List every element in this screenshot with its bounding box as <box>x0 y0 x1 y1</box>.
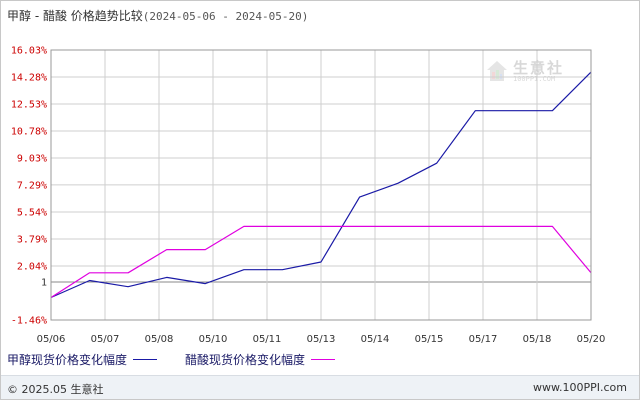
x-tick-label: 05/18 <box>523 334 552 345</box>
x-tick-label: 05/15 <box>415 334 444 345</box>
series-lines <box>50 71 592 299</box>
x-tick-label: 05/20 <box>577 334 606 345</box>
x-tick-label: 05/10 <box>199 334 228 345</box>
legend-swatch-acetic <box>311 359 336 360</box>
watermark: 生意社 100PPI.COM <box>483 57 583 87</box>
watermark-house-icon <box>487 61 507 81</box>
y-tick-label: 5.54% <box>17 207 47 218</box>
y-tick-label: 7.29% <box>17 180 47 191</box>
plot-border <box>50 49 592 321</box>
y-tick-label: 3.79% <box>17 234 47 245</box>
y-tick-label: 1 <box>41 278 47 289</box>
y-tick-label: 2.04% <box>17 261 47 272</box>
x-tick-label: 05/14 <box>361 334 390 345</box>
legend: 甲醇现货价格变化幅度 醋酸现货价格变化幅度 <box>7 351 363 368</box>
legend-item-methanol: 甲醇现货价格变化幅度 <box>7 351 158 368</box>
line-chart: 16.03% 14.28% 12.53% 10.78% 9.03% 7.29% 5.54% 3… <box>11 46 606 346</box>
y-tick-label: 12.53% <box>11 100 47 111</box>
footer-site-link[interactable]: www.100PPI.com <box>533 381 627 394</box>
x-tick-label: 05/07 <box>91 334 120 345</box>
legend-label-acetic: 醋酸现货价格变化幅度 <box>185 353 306 367</box>
x-tick-label: 05/08 <box>145 334 174 345</box>
footer-copyright: © 2025.05 生意社 <box>7 383 104 396</box>
y-tick-label: 9.03% <box>17 154 47 165</box>
legend-label-methanol: 甲醇现货价格变化幅度 <box>7 353 128 367</box>
y-tick-label: 14.28% <box>11 73 47 84</box>
watermark-url: 100PPI.COM <box>513 75 556 83</box>
x-tick-label: 05/17 <box>469 334 498 345</box>
footer-bar: © 2025.05 生意社 www.100PPI.com <box>1 375 639 399</box>
legend-swatch-methanol <box>133 359 158 360</box>
y-tick-label: 16.03% <box>11 46 47 57</box>
x-tick-label: 05/13 <box>307 334 336 345</box>
chart-title-range: (2024-05-06 - 2024-05-20) <box>142 10 309 23</box>
chart-title: 甲醇 - 醋酸 价格趋势比较(2024-05-06 - 2024-05-20) <box>7 7 308 24</box>
x-tick-label: 05/06 <box>37 334 66 345</box>
y-tick-label: 10.78% <box>11 127 47 138</box>
legend-item-acetic: 醋酸现货价格变化幅度 <box>185 351 336 368</box>
series-line-acetic <box>50 225 592 299</box>
grid-lines <box>51 49 591 321</box>
x-tick-label: 05/11 <box>253 334 282 345</box>
y-tick-label: -1.46% <box>11 316 47 327</box>
series-line-methanol <box>50 71 592 299</box>
chart-title-main: 甲醇 - 醋酸 价格趋势比较 <box>7 9 143 23</box>
watermark-name: 生意社 <box>513 59 565 77</box>
x-axis-ticks: 05/06 05/07 05/08 05/10 05/11 05/13 05/14 05/15… <box>37 334 606 345</box>
y-axis-ticks: 16.03% 14.28% 12.53% 10.78% 9.03% 7.29% 5.54% 3… <box>11 46 47 327</box>
